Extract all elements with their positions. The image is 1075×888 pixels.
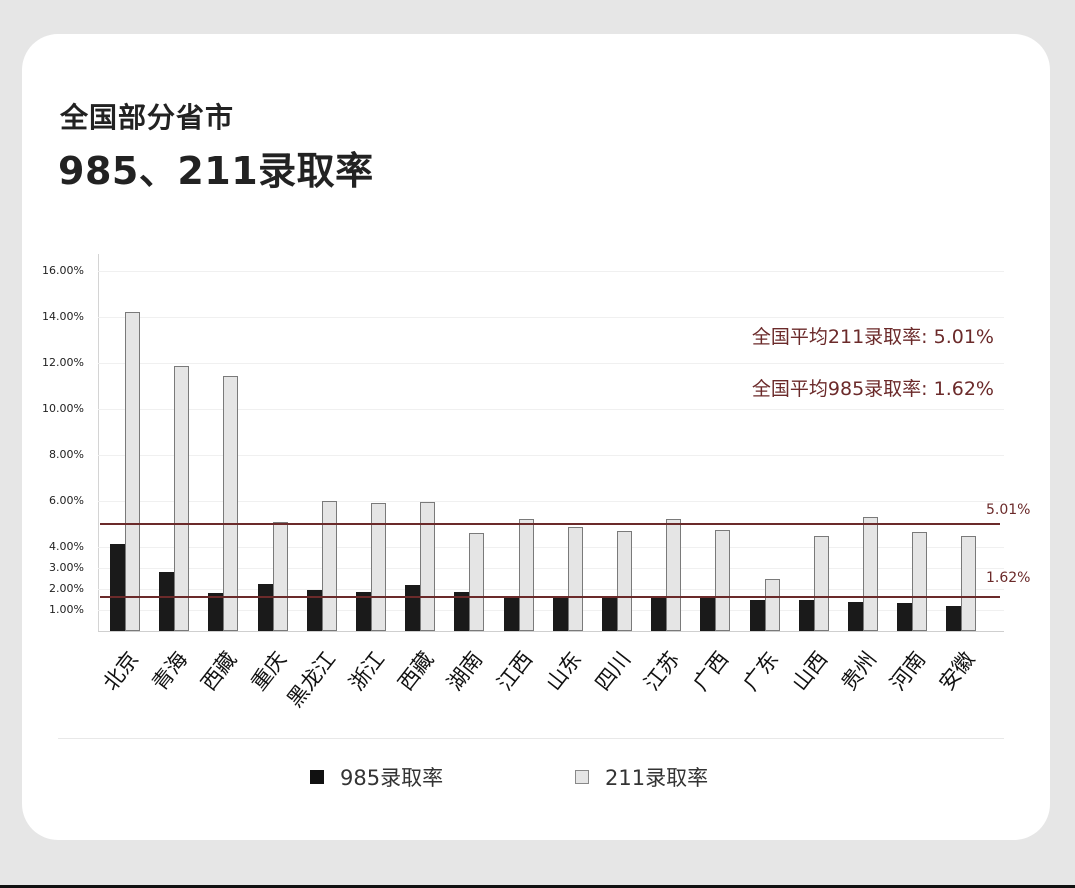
- bar-211: [666, 519, 682, 631]
- avg-985-label: 1.62%: [986, 569, 1031, 586]
- y-tick-label: 6.00%: [49, 494, 84, 507]
- x-tick-label: 四川: [590, 647, 636, 696]
- y-tick-label: 12.00%: [42, 356, 84, 369]
- avg-211-note: 全国平均211录取率: 5.01%: [751, 326, 994, 348]
- y-tick-label: 1.00%: [49, 603, 84, 616]
- bar-211: [469, 533, 485, 631]
- bar-211: [863, 517, 878, 631]
- x-tick-label: 湖南: [442, 647, 488, 696]
- bar-985: [356, 592, 371, 631]
- avg-985-note: 全国平均985录取率: 1.62%: [751, 378, 994, 400]
- gridline: [98, 547, 1004, 548]
- bar-chart: 1.00% 2.00% 3.00% 4.00% 6.00% 8.00% 10.00% 12.0…: [22, 34, 1050, 840]
- bar-211: [961, 535, 977, 631]
- bar-985: [208, 593, 224, 631]
- x-tick-label: 贵州: [836, 647, 882, 696]
- bar-985: [454, 592, 470, 631]
- bar-985: [405, 584, 421, 631]
- bar-985: [700, 598, 716, 631]
- bar-211: [371, 503, 386, 631]
- x-tick-label: 山东: [541, 647, 587, 696]
- y-tick-label: 4.00%: [49, 540, 84, 553]
- bar-211: [617, 530, 632, 631]
- gridline: [98, 363, 1004, 364]
- gridline: [98, 589, 1004, 590]
- bar-211: [321, 501, 337, 631]
- chart-card: 全国部分省市 985、211录取率 1.00% 2.00% 3.00% 4.00% 6.…: [22, 34, 1050, 840]
- y-tick-label: 16.00%: [42, 264, 84, 277]
- bar-985: [159, 572, 175, 631]
- bar-211: [223, 375, 239, 631]
- bar-985: [552, 597, 568, 631]
- y-axis-line: [98, 254, 99, 632]
- gridline: [98, 409, 1004, 410]
- avg-211-line: [100, 522, 1000, 525]
- y-tick-label: 10.00%: [42, 402, 84, 415]
- gridline: [98, 501, 1004, 502]
- legend-label-211: 211录取率: [605, 766, 709, 790]
- x-tick-label: 浙江: [344, 647, 390, 696]
- bottom-border: [0, 885, 1075, 888]
- bar-985: [848, 601, 863, 631]
- chart-title-line2: 985、211录取率: [58, 149, 374, 193]
- gridline: [98, 568, 1004, 569]
- y-tick-label: 14.00%: [42, 310, 84, 323]
- bar-985: [110, 543, 125, 631]
- avg-985-line: [100, 595, 1000, 598]
- x-tick-label: 青海: [147, 647, 193, 696]
- bar-985: [503, 596, 519, 631]
- x-tick-label: 西藏: [393, 647, 439, 696]
- bar-985: [602, 597, 617, 631]
- legend-item-211: 211录取率: [575, 762, 708, 792]
- bar-211: [420, 502, 436, 631]
- y-tick-label: 2.00%: [49, 582, 84, 595]
- legend-item-985: 985录取率: [310, 762, 443, 792]
- y-tick-label: 3.00%: [49, 561, 84, 574]
- bar-211: [174, 366, 190, 631]
- bar-985: [306, 590, 322, 631]
- chart-title-line1: 全国部分省市: [60, 101, 235, 134]
- y-tick-label: 8.00%: [49, 448, 84, 461]
- bar-985: [798, 599, 814, 631]
- bar-985: [651, 598, 667, 631]
- x-tick-label: 河南: [885, 647, 931, 696]
- bar-985: [257, 583, 273, 631]
- bar-211: [125, 312, 140, 631]
- bar-211: [813, 535, 829, 631]
- legend-swatch-211: [575, 770, 589, 784]
- x-tick-label: 江西: [492, 647, 537, 696]
- x-tick-label: 山西: [787, 647, 833, 696]
- x-axis-line: [98, 631, 1004, 632]
- bar-985: [897, 602, 913, 631]
- x-tick-label: 广东: [738, 647, 783, 696]
- x-tick-label: 江苏: [639, 647, 685, 696]
- bar-211: [272, 521, 288, 631]
- bar-211: [567, 527, 583, 631]
- bar-985: [749, 599, 765, 631]
- bar-211: [912, 532, 928, 631]
- bar-985: [946, 605, 962, 631]
- x-tick-label: 黑龙江: [282, 647, 341, 712]
- gridline: [98, 610, 1004, 611]
- x-tick-label: 广西: [688, 647, 734, 696]
- legend-swatch-985: [310, 770, 324, 784]
- bar-211: [715, 529, 731, 631]
- gridline: [98, 455, 1004, 456]
- legend-divider: [58, 738, 1004, 739]
- x-tick-label: 北京: [98, 647, 144, 696]
- gridline: [98, 271, 1004, 272]
- legend-label-985: 985录取率: [340, 766, 444, 790]
- gridline: [98, 317, 1004, 318]
- x-tick-label: 西藏: [196, 647, 242, 696]
- bar-211: [518, 519, 534, 631]
- bar-211: [764, 578, 780, 631]
- x-tick-label: 安徽: [934, 647, 980, 696]
- avg-211-label: 5.01%: [986, 501, 1031, 518]
